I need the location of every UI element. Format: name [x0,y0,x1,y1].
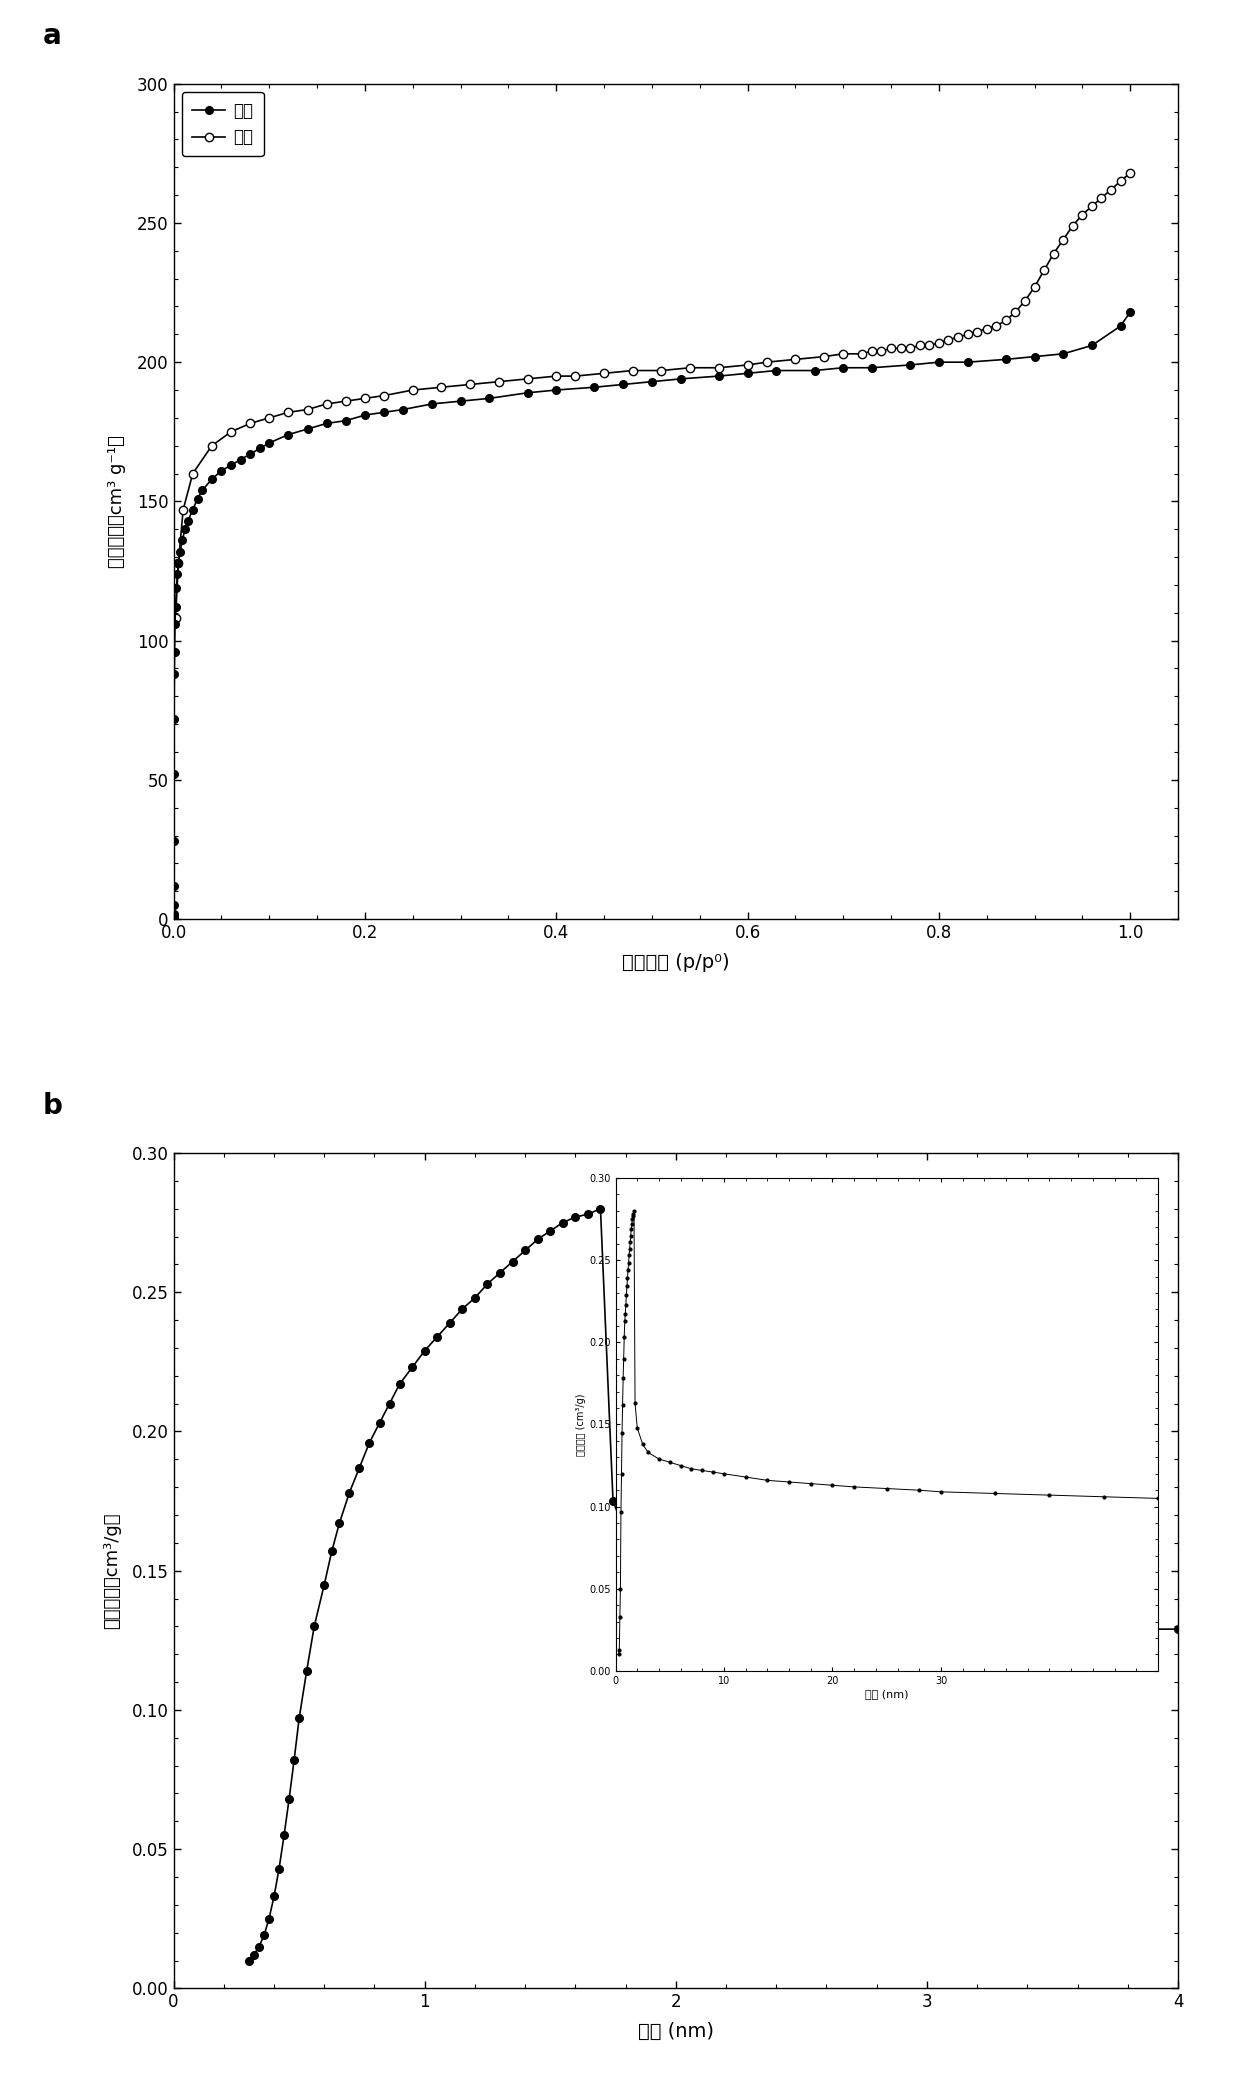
吸附 [1122,299,1137,324]
吸附 [185,498,200,523]
脱附 [941,327,956,352]
吸附 [177,517,192,542]
脱附 [931,331,946,356]
脱附 [960,322,975,347]
脱附 [980,316,994,341]
Line: 脱附: 脱附 [171,170,1135,622]
吸附 [453,389,467,414]
X-axis label: 孔径 (nm): 孔径 (nm) [637,2022,714,2041]
Y-axis label: 吸附体积（cm³ g⁻¹）: 吸附体积（cm³ g⁻¹） [108,435,126,567]
脱附 [625,358,640,383]
Text: a: a [43,23,62,50]
吸附 [166,906,181,931]
Y-axis label: 累积孔容（cm³/g）: 累积孔容（cm³/g） [103,1513,120,1628]
脱附 [1027,274,1042,299]
X-axis label: 相对压强 (p/p⁰): 相对压强 (p/p⁰) [622,952,729,971]
吸附 [167,611,182,636]
Legend: 吸附, 脱附: 吸附, 脱附 [182,92,264,157]
Line: 吸附: 吸附 [170,308,1135,923]
吸附 [190,486,205,511]
脱附 [169,605,184,630]
Text: b: b [43,1093,63,1120]
脱附 [1122,161,1137,186]
吸附 [172,540,187,565]
